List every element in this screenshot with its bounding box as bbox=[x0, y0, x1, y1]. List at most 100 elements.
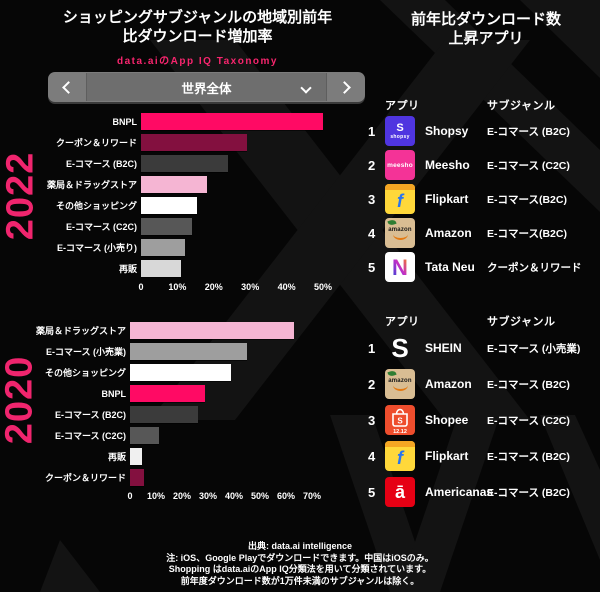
axis-tick-label: 10% bbox=[168, 282, 187, 292]
chevron-left-icon bbox=[62, 80, 75, 94]
axis-tick-label: 70% bbox=[302, 491, 322, 501]
bar-track bbox=[141, 260, 323, 277]
right-title-line1: 前年比ダウンロード数 bbox=[410, 11, 561, 28]
leaf-decoration bbox=[387, 369, 397, 378]
ranking-row: 4 amazon Amazon E-コマース(B2C) bbox=[368, 216, 596, 250]
app-name: Flipkart bbox=[425, 192, 469, 206]
left-title-line1: ショッピングサブジャンルの地域別前年 bbox=[62, 9, 333, 26]
ranking-row: 2 meesho Meesho E-コマース (C2C) bbox=[368, 148, 596, 182]
bar bbox=[130, 448, 142, 465]
chart-row: その他ショッピング bbox=[42, 195, 323, 216]
axis-spacer bbox=[42, 282, 141, 294]
chevron-right-icon bbox=[338, 80, 351, 94]
bar-track bbox=[141, 218, 323, 235]
app-subgenre: E-コマース (C2C) bbox=[487, 159, 570, 172]
rank-number: 5 bbox=[368, 484, 376, 500]
shein-app-icon: S bbox=[385, 333, 415, 363]
chart-x-axis: 0 10% 20% 30% 40% 50% bbox=[42, 282, 332, 294]
bar bbox=[130, 406, 198, 423]
icon-letter: N bbox=[392, 255, 408, 280]
bar-track bbox=[141, 239, 323, 256]
axis-spacer bbox=[42, 491, 130, 503]
bar bbox=[141, 134, 247, 151]
chart-row: E-コマース (B2C) bbox=[42, 153, 323, 174]
region-dropdown-value: 世界全体 bbox=[181, 81, 232, 96]
icon-word: amazon bbox=[388, 377, 412, 384]
bar-track bbox=[141, 155, 323, 172]
bar bbox=[141, 239, 185, 256]
prev-region-button[interactable] bbox=[48, 72, 86, 102]
tata-neu-app-icon: N bbox=[385, 252, 415, 282]
chart-row: BNPL bbox=[42, 111, 323, 132]
right-title-line2: 上昇アプリ bbox=[448, 30, 524, 47]
ranking-row: 4 f Flipkart E-コマース (B2C) bbox=[368, 438, 596, 474]
bar-label: 再販 bbox=[107, 452, 126, 462]
bar-track bbox=[130, 322, 312, 339]
left-title-line2: 比ダウンロード増加率 bbox=[122, 28, 273, 45]
right-panel-title: 前年比ダウンロード数 上昇アプリ bbox=[375, 10, 597, 48]
chart-rows: 薬局＆ドラッグストア E-コマース (小売業) その他ショッピング BNPL E-コマー… bbox=[36, 320, 312, 488]
column-header-app: アプリ bbox=[385, 316, 420, 328]
bar bbox=[130, 322, 294, 339]
rank-number: 4 bbox=[368, 448, 376, 464]
app-subgenre: E-コマース (B2C) bbox=[487, 125, 570, 138]
amazon-app-icon: amazon bbox=[385, 218, 415, 248]
bar bbox=[130, 364, 232, 381]
leaf-decoration bbox=[387, 218, 397, 227]
bar-label: 薬局＆ドラッグストア bbox=[46, 180, 137, 190]
chart-row: E-コマース (小売り) bbox=[42, 237, 323, 258]
axis-tick-label: 0 bbox=[127, 491, 133, 501]
region-dropdown[interactable]: 世界全体 bbox=[86, 73, 327, 101]
bar-track bbox=[130, 343, 312, 360]
bar-label: 再販 bbox=[118, 264, 137, 274]
chart-row: クーポン＆リワード bbox=[42, 467, 312, 488]
icon-letter: S bbox=[396, 121, 404, 134]
rank-number: 3 bbox=[368, 191, 376, 207]
bar-label: クーポン＆リワード bbox=[44, 473, 126, 483]
app-subgenre: E-コマース (小売業) bbox=[487, 342, 581, 355]
bar-label: E-コマース (B2C) bbox=[54, 410, 126, 420]
chart-row: その他ショッピング bbox=[42, 362, 312, 383]
app-subgenre: E-コマース (B2C) bbox=[487, 378, 570, 391]
bar bbox=[141, 197, 198, 214]
chart-x-axis: 0 10% 20% 30% 40% 50% 60% 70% bbox=[42, 491, 321, 503]
column-header-subgenre: サブジャンル bbox=[487, 316, 556, 328]
chart-row: E-コマース (小売業) bbox=[42, 341, 312, 362]
chart-row: E-コマース (C2C) bbox=[42, 216, 323, 237]
bar-track bbox=[141, 113, 323, 130]
bar-label: E-コマース (C2C) bbox=[65, 222, 137, 232]
bar bbox=[141, 260, 182, 277]
bar-label: BNPL bbox=[112, 116, 138, 127]
footnote-2: Shopping はdata.aiのApp IQ分類法を用いて分類されています。 bbox=[168, 564, 432, 574]
axis-tick-label: 60% bbox=[276, 491, 296, 501]
icon-word: shopsy bbox=[390, 133, 410, 140]
ranking-table-top: アプリ サブジャンル 1 S shopsy Shopsy E-コマース (B2C… bbox=[368, 96, 596, 284]
bar-label: E-コマース (小売業) bbox=[45, 347, 126, 357]
chart-row: 薬局＆ドラッグストア bbox=[42, 174, 323, 195]
chart-row: 薬局＆ドラッグストア bbox=[36, 320, 312, 341]
axis-tick-label: 30% bbox=[198, 491, 218, 501]
chart-row: 再販 bbox=[42, 258, 323, 279]
app-subgenre: E-コマース (B2C) bbox=[487, 450, 570, 463]
bar-track bbox=[141, 134, 323, 151]
axis-tick-label: 50% bbox=[313, 282, 333, 292]
app-subgenre: クーポン＆リワード bbox=[487, 261, 582, 274]
rank-number: 3 bbox=[368, 412, 376, 428]
region-selector: 世界全体 bbox=[48, 72, 365, 102]
icon-letter: S bbox=[391, 333, 409, 363]
bar-track bbox=[141, 197, 323, 214]
axis-tick-label: 20% bbox=[204, 282, 223, 292]
bar bbox=[130, 469, 145, 486]
bar-track bbox=[130, 469, 312, 486]
bar-track bbox=[130, 406, 312, 423]
meesho-app-icon: meesho bbox=[385, 150, 415, 180]
ranking-row: 1 S SHEIN E-コマース (小売業) bbox=[368, 330, 596, 366]
icon-letter: f bbox=[397, 447, 403, 468]
footnote-3: 前年度ダウンロード数が1万件未満のサブジャンルは除く。 bbox=[180, 575, 420, 586]
rank-number: 2 bbox=[368, 157, 376, 173]
next-region-button[interactable] bbox=[327, 72, 365, 102]
bar-label: その他ショッピング bbox=[55, 201, 137, 211]
rank-number: 4 bbox=[368, 225, 376, 241]
bar bbox=[130, 385, 206, 402]
icon-word: amazon bbox=[388, 226, 412, 233]
